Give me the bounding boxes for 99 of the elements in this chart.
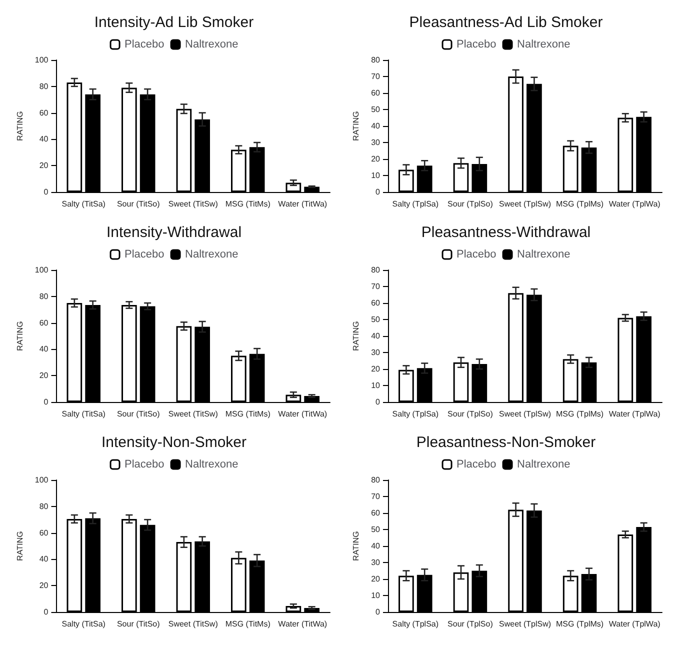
x-tick-label: MSG (TplMs) bbox=[556, 200, 604, 208]
legend-label: Placebo bbox=[456, 458, 496, 470]
x-tick-label: Sour (TplSo) bbox=[448, 410, 494, 418]
x-tick-label: Sour (TplSo) bbox=[448, 620, 494, 628]
x-tick-label: Sour (TitSo) bbox=[116, 410, 160, 418]
y-tick-label: 40 bbox=[39, 554, 49, 564]
y-tick-label: 80 bbox=[39, 292, 49, 301]
x-tick-label: Salty (TitSa) bbox=[62, 200, 106, 208]
x-tick-label: MSG (TplMs) bbox=[556, 620, 604, 628]
y-tick-label: 0 bbox=[376, 188, 381, 196]
legend-label: Placebo bbox=[456, 248, 496, 260]
x-tick-label: Sweet (TitSw) bbox=[168, 410, 218, 418]
x-tick-label: Salty (TitSa) bbox=[62, 620, 106, 628]
y-tick-label: 70 bbox=[371, 492, 381, 501]
legend-label: Naltrexone bbox=[185, 458, 238, 470]
y-tick-label: 60 bbox=[39, 528, 49, 538]
chart-title: Pleasantness-Withdrawal bbox=[421, 224, 591, 241]
y-tick-label: 80 bbox=[371, 56, 381, 64]
legend-label: Naltrexone bbox=[517, 458, 570, 470]
x-tick-label: Sweet (TplSw) bbox=[498, 410, 552, 418]
chart-title: Pleasantness-Ad Lib Smoker bbox=[409, 14, 603, 31]
x-tick-label: Water (TitWa) bbox=[278, 410, 328, 418]
x-tick-label: Water (TplWa) bbox=[608, 620, 661, 628]
x-tick-label: MSG (TitMs) bbox=[225, 200, 271, 208]
x-tick-label: Water (TplWa) bbox=[608, 200, 661, 208]
x-tick-label: Water (TitWa) bbox=[278, 620, 328, 628]
x-tick-label: MSG (TitMs) bbox=[225, 410, 271, 418]
x-tick-label: Water (TitWa) bbox=[278, 200, 328, 208]
y-tick-label: 10 bbox=[371, 381, 381, 390]
legend-label: Naltrexone bbox=[517, 38, 570, 50]
chart-title: Pleasantness-Non-Smoker bbox=[416, 434, 596, 451]
x-tick-label: Salty (TplSa) bbox=[392, 410, 439, 418]
y-tick-label: 50 bbox=[371, 525, 381, 534]
y-tick-label: 0 bbox=[44, 608, 49, 616]
y-tick-label: 40 bbox=[39, 134, 49, 144]
legend-label: Placebo bbox=[124, 38, 164, 50]
y-tick-label: 100 bbox=[34, 476, 49, 484]
x-tick-label: MSG (TitMs) bbox=[225, 620, 271, 628]
y-tick-label: 60 bbox=[39, 108, 49, 118]
y-tick-label: 60 bbox=[39, 318, 49, 328]
y-tick-label: 60 bbox=[371, 298, 381, 308]
chart-title: Intensity-Non-Smoker bbox=[101, 434, 247, 451]
legend-label: Placebo bbox=[124, 458, 164, 470]
y-tick-label: 10 bbox=[371, 171, 381, 180]
x-tick-label: Sweet (TitSw) bbox=[168, 620, 218, 628]
y-tick-label: 0 bbox=[376, 608, 381, 616]
y-tick-label: 40 bbox=[39, 344, 49, 354]
legend-label: Naltrexone bbox=[517, 248, 570, 260]
y-tick-label: 60 bbox=[371, 88, 381, 98]
y-tick-label: 20 bbox=[39, 581, 49, 590]
x-tick-label: Salty (TplSa) bbox=[392, 200, 439, 208]
y-tick-label: 80 bbox=[371, 266, 381, 274]
y-tick-label: 30 bbox=[371, 348, 381, 357]
y-axis-title: RATING bbox=[16, 321, 24, 351]
y-tick-label: 0 bbox=[44, 188, 49, 196]
x-tick-label: Salty (TitSa) bbox=[62, 410, 106, 418]
x-tick-label: MSG (TplMs) bbox=[556, 410, 604, 418]
y-tick-label: 70 bbox=[371, 282, 381, 291]
y-tick-label: 20 bbox=[371, 364, 381, 374]
y-axis-title: RATING bbox=[16, 531, 24, 561]
y-tick-label: 20 bbox=[371, 154, 381, 164]
y-tick-label: 20 bbox=[39, 161, 49, 170]
x-tick-label: Water (TplWa) bbox=[608, 410, 661, 418]
legend-label: Naltrexone bbox=[185, 248, 238, 260]
y-tick-label: 80 bbox=[39, 502, 49, 511]
y-tick-label: 100 bbox=[34, 266, 49, 274]
y-axis-title: RATING bbox=[16, 111, 24, 141]
x-tick-label: Sweet (TplSw) bbox=[498, 200, 552, 208]
x-tick-label: Sour (TitSo) bbox=[116, 620, 160, 628]
y-tick-label: 100 bbox=[34, 56, 49, 64]
y-tick-label: 70 bbox=[371, 72, 381, 81]
chart-title: Intensity-Withdrawal bbox=[106, 224, 242, 241]
y-tick-label: 40 bbox=[371, 122, 381, 130]
x-tick-label: Salty (TplSa) bbox=[392, 620, 439, 628]
y-tick-label: 80 bbox=[371, 476, 381, 484]
x-tick-label: Sweet (TplSw) bbox=[498, 620, 552, 628]
y-tick-label: 40 bbox=[371, 332, 381, 340]
y-axis-title: RATING bbox=[352, 321, 360, 351]
y-axis-title: RATING bbox=[352, 111, 360, 141]
y-axis-title: RATING bbox=[352, 531, 360, 561]
y-tick-label: 60 bbox=[371, 508, 381, 518]
x-tick-label: Sour (TplSo) bbox=[448, 200, 494, 208]
y-tick-label: 80 bbox=[39, 82, 49, 91]
y-tick-label: 10 bbox=[371, 591, 381, 600]
y-tick-label: 40 bbox=[371, 542, 381, 550]
y-tick-label: 30 bbox=[371, 138, 381, 147]
legend-label: Placebo bbox=[456, 38, 496, 50]
chart-title: Intensity-Ad Lib Smoker bbox=[94, 14, 254, 31]
legend-label: Placebo bbox=[124, 248, 164, 260]
y-tick-label: 50 bbox=[371, 105, 381, 114]
y-tick-label: 30 bbox=[371, 558, 381, 567]
y-tick-label: 50 bbox=[371, 315, 381, 324]
y-tick-label: 0 bbox=[376, 398, 381, 406]
x-tick-label: Sweet (TitSw) bbox=[168, 200, 218, 208]
legend-label: Naltrexone bbox=[185, 38, 238, 50]
y-tick-label: 20 bbox=[39, 371, 49, 380]
y-tick-label: 0 bbox=[44, 398, 49, 406]
y-tick-label: 20 bbox=[371, 574, 381, 584]
x-tick-label: Sour (TitSo) bbox=[116, 200, 160, 208]
